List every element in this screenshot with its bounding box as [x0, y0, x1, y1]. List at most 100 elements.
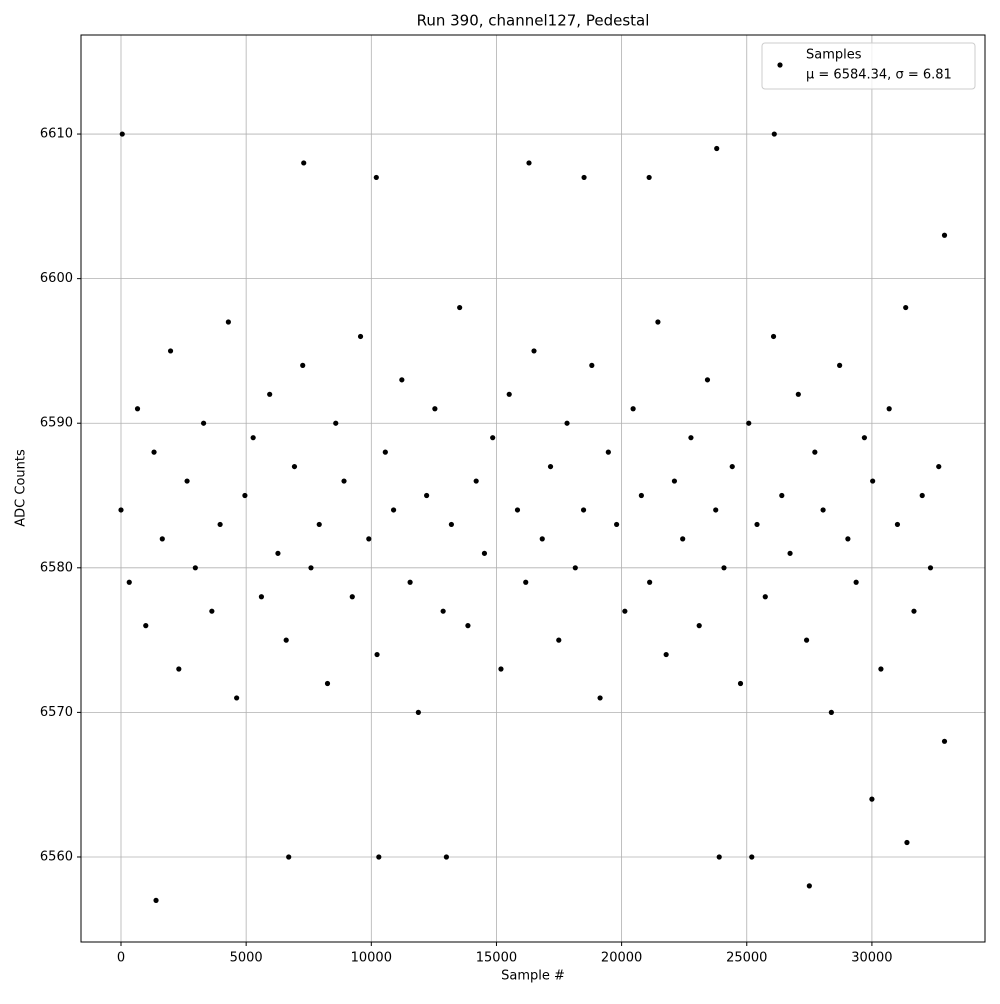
point [646, 174, 652, 181]
point [209, 608, 215, 614]
point [762, 594, 768, 600]
point [696, 623, 702, 629]
legend-box [761, 42, 976, 90]
point [234, 695, 240, 701]
point [927, 565, 934, 571]
point [432, 406, 438, 412]
point [614, 521, 620, 528]
point [820, 507, 826, 513]
point [374, 651, 380, 658]
point [605, 449, 611, 455]
point [581, 174, 587, 181]
point [301, 160, 307, 166]
point [647, 579, 653, 585]
point [861, 435, 868, 441]
y-tick-label: 6570 [40, 705, 73, 720]
point [770, 333, 777, 340]
point [886, 406, 892, 412]
point [134, 406, 141, 412]
point [448, 521, 455, 528]
point [531, 348, 537, 354]
point [941, 232, 948, 238]
legend-marker [777, 62, 783, 68]
point [118, 507, 124, 513]
point [787, 550, 793, 556]
point [382, 449, 388, 455]
point [806, 883, 812, 889]
point [357, 333, 364, 340]
point [564, 420, 570, 426]
point [828, 709, 834, 715]
point [506, 391, 512, 397]
x-tick-label: 15000 [476, 951, 517, 966]
point [704, 377, 711, 383]
x-tick-label: 30000 [851, 951, 892, 966]
point [911, 608, 917, 614]
point [869, 796, 875, 802]
point [407, 579, 413, 585]
point [597, 695, 603, 701]
y-tick-label: 6560 [40, 849, 73, 864]
point [192, 565, 198, 571]
point [457, 304, 463, 311]
x-tick-label: 25000 [726, 951, 767, 966]
point [523, 579, 529, 585]
point [153, 897, 159, 903]
point [242, 492, 248, 499]
point [878, 666, 884, 672]
legend-note: μ = 6584.34, σ = 6.81 [806, 68, 952, 83]
point [894, 521, 901, 528]
point [443, 854, 449, 860]
legend-label: Samples [806, 48, 862, 63]
point [680, 536, 686, 542]
point [415, 709, 421, 715]
point [716, 854, 722, 860]
point [580, 507, 587, 513]
point [424, 492, 430, 499]
x-axis-label: Sample # [501, 969, 565, 984]
point [473, 478, 479, 484]
point [749, 854, 755, 860]
y-tick-label: 6610 [40, 127, 73, 142]
grid [81, 35, 985, 942]
point [795, 391, 801, 397]
point [399, 377, 405, 383]
point [754, 521, 760, 528]
point [465, 623, 471, 629]
y-axis-label: ADC Counts [14, 449, 29, 527]
point [837, 362, 843, 368]
point [812, 449, 818, 455]
point [526, 160, 532, 166]
point [159, 536, 165, 542]
point [771, 131, 777, 137]
point [151, 449, 157, 455]
point [870, 478, 876, 484]
point [376, 854, 382, 860]
point [746, 420, 752, 426]
point [630, 406, 636, 412]
point [514, 507, 521, 513]
point [713, 507, 719, 513]
point [316, 521, 322, 528]
point [671, 478, 678, 484]
point [622, 608, 628, 614]
point [349, 594, 355, 600]
y-tick-label: 6580 [40, 560, 73, 575]
point [903, 304, 909, 311]
point [184, 478, 190, 484]
point [663, 651, 669, 658]
point [853, 579, 859, 585]
point [936, 463, 942, 470]
point [638, 492, 644, 499]
point [539, 536, 545, 542]
point [490, 435, 496, 441]
point [283, 637, 289, 643]
y-tick-label: 6590 [40, 416, 73, 431]
point [556, 637, 562, 643]
point [200, 420, 207, 426]
point [267, 391, 273, 397]
point [258, 594, 265, 600]
point [341, 478, 347, 484]
point [176, 666, 182, 672]
